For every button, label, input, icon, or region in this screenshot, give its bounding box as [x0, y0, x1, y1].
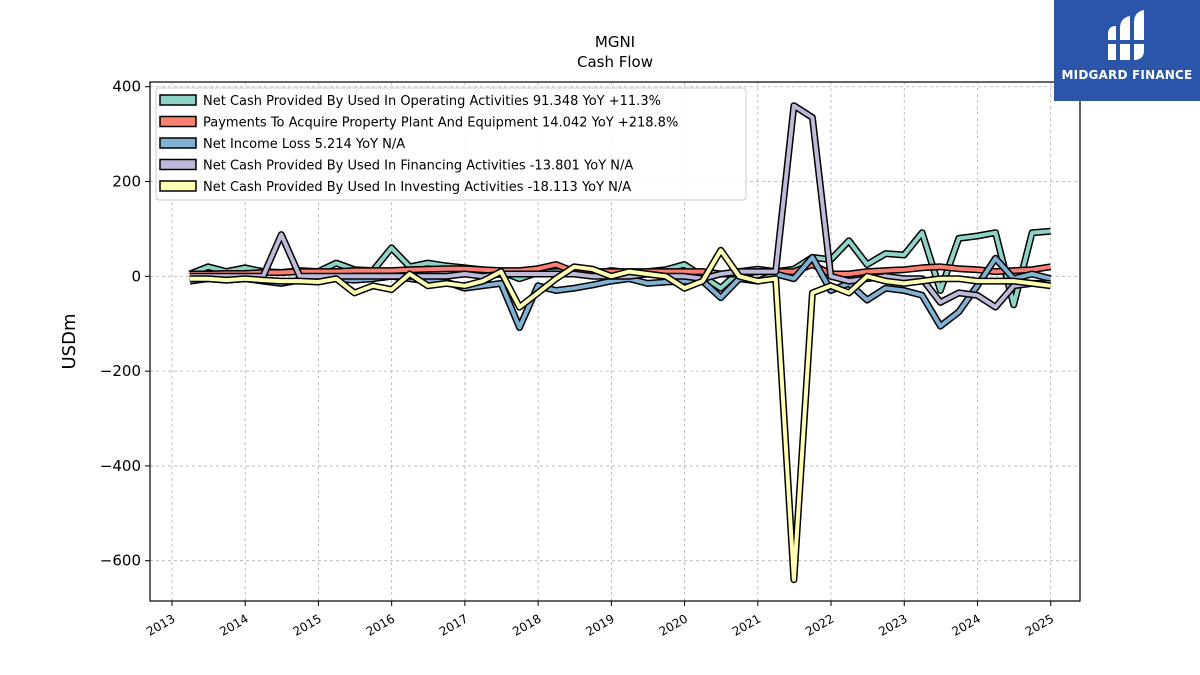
x-tick-label: 2020 — [657, 611, 690, 638]
legend-swatch-operating — [159, 94, 197, 106]
x-tick-label: 2021 — [730, 611, 763, 638]
legend-swatch-investing — [159, 180, 197, 192]
y-tick-label: 0 — [131, 267, 141, 285]
x-tick-label: 2022 — [803, 611, 836, 638]
x-tick-label: 2025 — [1023, 611, 1056, 638]
legend-box — [155, 87, 747, 201]
x-tick-label: 2019 — [583, 611, 616, 638]
y-tick-label: −600 — [100, 552, 141, 570]
midgard-logo-icon — [1106, 10, 1146, 60]
legend-label-netincome: Net Income Loss 5.214 YoY N/A — [203, 137, 405, 152]
y-tick-label: 400 — [112, 78, 141, 96]
x-tick-label: 2013 — [144, 611, 177, 638]
chart-title: MGNI — [595, 33, 635, 51]
series-layer — [188, 102, 1052, 584]
x-tick-label: 2014 — [217, 611, 250, 638]
y-tick-label: −400 — [100, 457, 141, 475]
x-tick-label: 2015 — [290, 611, 323, 638]
legend-label-operating: Net Cash Provided By Used In Operating A… — [203, 94, 661, 109]
legend-label-investing: Net Cash Provided By Used In Investing A… — [203, 180, 631, 195]
chart-subtitle: Cash Flow — [577, 53, 653, 71]
legend-label-financing: Net Cash Provided By Used In Financing A… — [203, 159, 633, 174]
x-tick-label: 2017 — [437, 611, 470, 638]
x-tick-label: 2023 — [876, 611, 909, 638]
brand-name: MIDGARD FINANCE — [1061, 68, 1193, 82]
legend-swatch-capex — [159, 115, 197, 128]
legend-label-capex: Payments To Acquire Property Plant And E… — [203, 116, 678, 131]
legend-swatch-financing — [159, 158, 197, 171]
y-tick-label: 200 — [112, 173, 141, 191]
series-line-investing — [189, 248, 1051, 582]
x-tick-label: 2016 — [364, 611, 397, 638]
legend-swatch-netincome — [159, 137, 197, 149]
x-tick-label: 2018 — [510, 611, 543, 638]
plot-frame — [149, 81, 1081, 602]
x-tick-label: 2024 — [950, 611, 983, 638]
y-tick-label: −200 — [100, 362, 141, 380]
legend: Net Cash Provided By Used In Operating A… — [155, 87, 747, 201]
brand-logo: MIDGARD FINANCE — [1054, 0, 1200, 101]
y-axis-label: USDm — [59, 314, 80, 370]
